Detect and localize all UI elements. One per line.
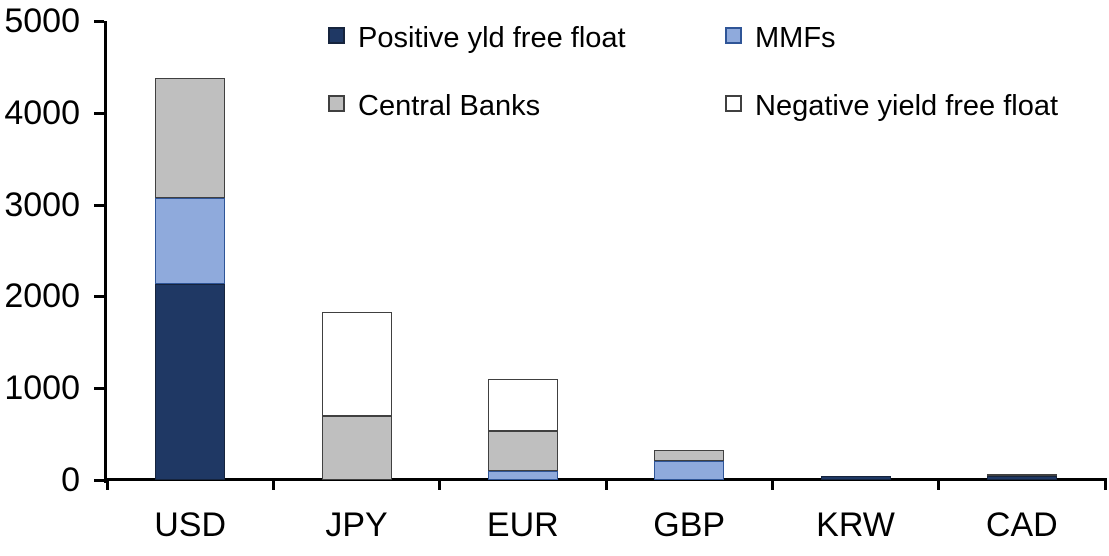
y-tick xyxy=(94,111,104,115)
y-tick xyxy=(94,387,104,391)
bar-segment-mmfs-usd xyxy=(155,198,226,284)
x-tick xyxy=(438,481,442,490)
x-tick xyxy=(937,481,941,490)
y-tick-label: 1000 xyxy=(4,369,80,408)
legend-swatch-central-banks xyxy=(328,95,345,112)
legend-swatch-negative-yield-free-float xyxy=(725,95,742,112)
x-tick xyxy=(770,481,774,490)
bar-segment-positive-yld-free-float-usd xyxy=(155,283,226,480)
x-tick xyxy=(271,481,275,490)
x-category-label-eur: EUR xyxy=(486,506,559,544)
bar-segment-central-banks-gbp xyxy=(654,449,725,461)
x-tick xyxy=(105,481,109,490)
y-tick xyxy=(94,479,104,482)
y-tick-label: 5000 xyxy=(4,2,80,40)
y-tick-label: 3000 xyxy=(4,185,80,224)
x-category-label-usd: USD xyxy=(154,506,227,544)
y-tick xyxy=(94,203,104,207)
y-axis-line xyxy=(104,21,107,483)
y-tick xyxy=(94,295,104,299)
legend-label-negative-yield-free-float: Negative yield free float xyxy=(755,90,1059,122)
bar-segment-negative-yield-free-float-jpy xyxy=(321,312,392,416)
bar-segment-positive-yld-free-float-cad xyxy=(986,476,1057,480)
y-tick-label: 4000 xyxy=(4,93,80,132)
bar-segment-positive-yld-free-float-krw xyxy=(820,475,891,480)
bar-segment-negative-yield-free-float-eur xyxy=(487,379,558,432)
bar-segment-mmfs-gbp xyxy=(654,460,725,480)
bar-segment-central-banks-usd xyxy=(155,77,226,199)
x-category-label-jpy: JPY xyxy=(325,506,388,544)
legend-swatch-positive-yld-free-float xyxy=(328,27,345,44)
y-tick-label: 2000 xyxy=(4,277,80,316)
legend-label-positive-yld-free-float: Positive yld free float xyxy=(358,22,626,54)
bar-segment-mmfs-eur xyxy=(487,471,558,480)
legend-label-central-banks: Central Banks xyxy=(358,90,541,122)
x-category-label-krw: KRW xyxy=(816,506,895,544)
y-tick-label: 0 xyxy=(61,461,80,499)
x-category-label-gbp: GBP xyxy=(653,506,726,544)
x-category-label-cad: CAD xyxy=(985,506,1058,544)
bar-segment-central-banks-eur xyxy=(487,431,558,472)
legend-swatch-mmfs xyxy=(725,27,742,44)
bar-segment-central-banks-jpy xyxy=(321,415,392,480)
x-tick xyxy=(604,481,608,490)
legend-label-mmfs: MMFs xyxy=(755,22,836,54)
bar-segment-central-banks-cad xyxy=(986,473,1057,477)
x-axis-line xyxy=(104,478,1107,481)
y-tick xyxy=(94,20,104,23)
x-tick xyxy=(1103,481,1107,490)
